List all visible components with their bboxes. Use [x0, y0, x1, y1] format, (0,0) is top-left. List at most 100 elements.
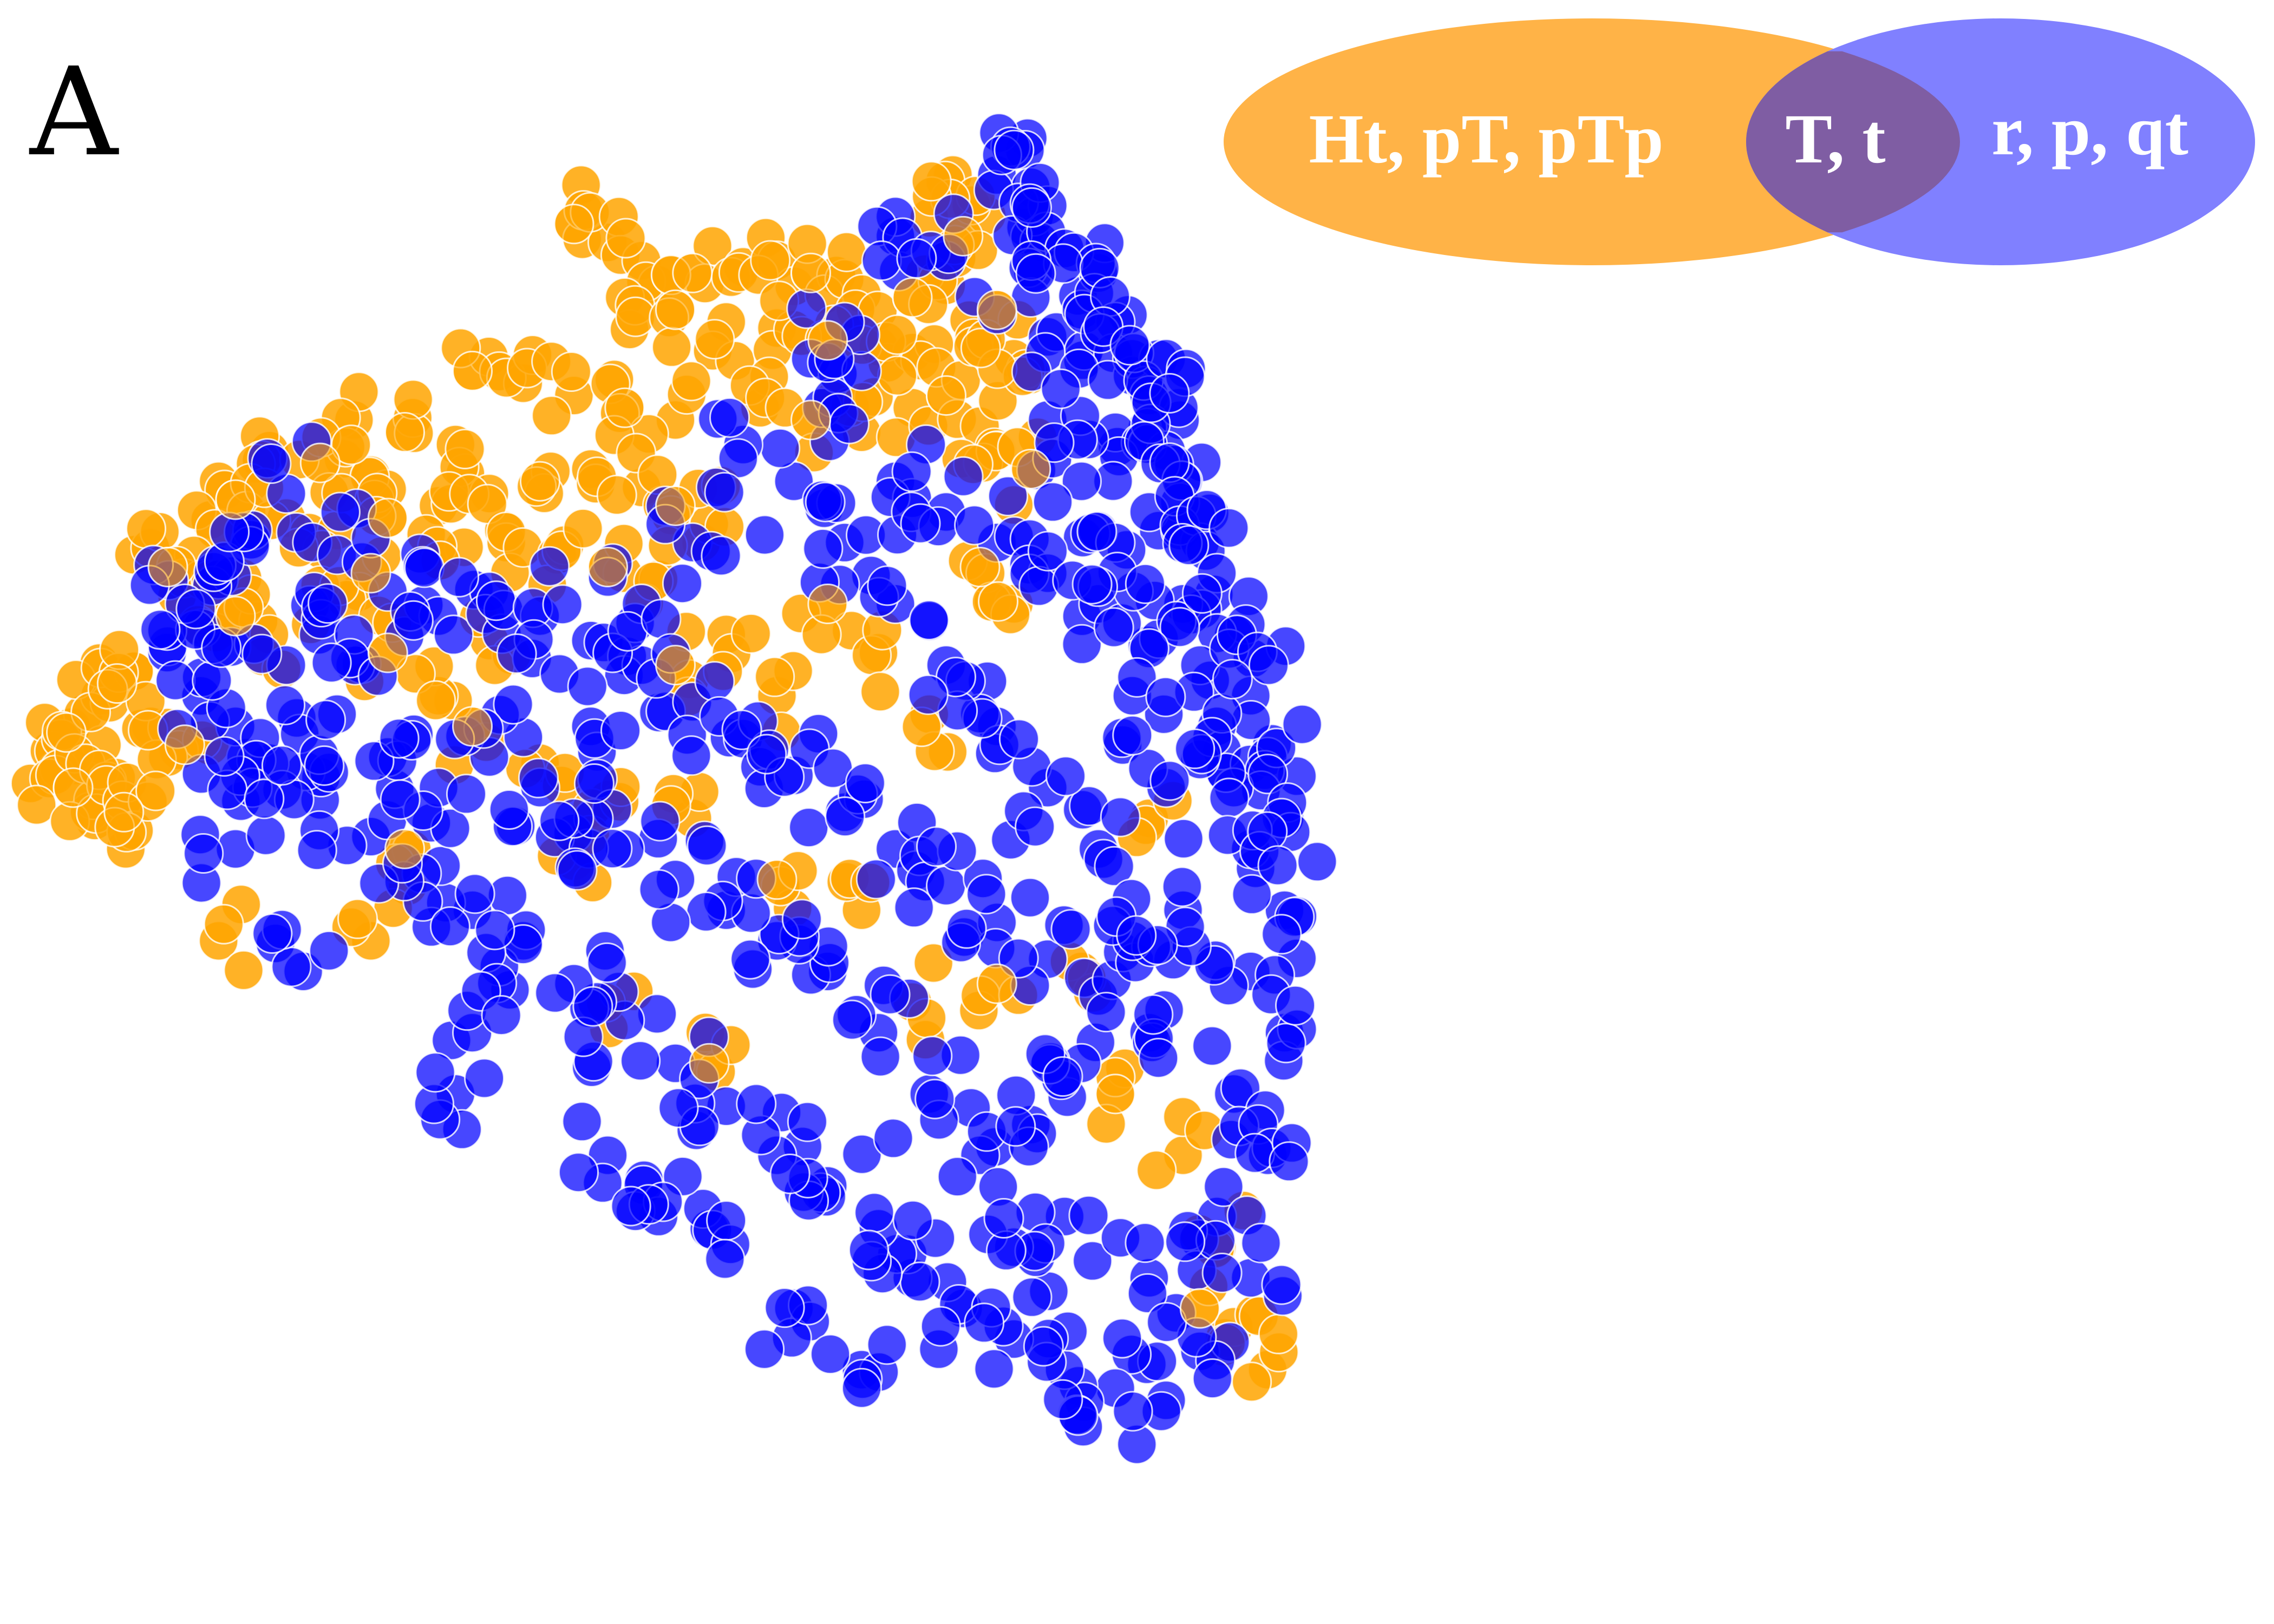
- blue-point-592: [900, 503, 941, 544]
- blue-point-425: [845, 763, 886, 803]
- blue-point-619: [1033, 481, 1073, 522]
- blue-point-148: [1247, 754, 1289, 795]
- blue-point-805: [1165, 1221, 1206, 1262]
- venn-left-label: Ht, pT, pTp: [1309, 100, 1663, 178]
- blue-point-723: [841, 1367, 882, 1409]
- blue-point-189: [1234, 1132, 1276, 1174]
- orange-front-point-8: [299, 442, 341, 483]
- blue-point-137: [1212, 659, 1253, 700]
- blue-point-382: [475, 580, 517, 621]
- orange-point-343: [415, 680, 456, 721]
- venn-legend: Ht, pT, pTp T, t r, p, qt: [1224, 18, 2255, 265]
- orange-front-point-23: [103, 791, 145, 833]
- orange-front-point-18: [147, 547, 188, 587]
- orange-front-point-2: [790, 252, 831, 293]
- blue-point-638: [1161, 866, 1203, 907]
- blue-point-761: [204, 736, 245, 777]
- blue-point-764: [415, 1052, 456, 1093]
- blue-point-728: [558, 1152, 599, 1193]
- orange-front-point-22: [53, 767, 94, 808]
- orange-point-322: [754, 656, 795, 697]
- orange-front-point-20: [46, 712, 87, 753]
- orange-front-point-19: [215, 595, 256, 637]
- blue-point-745: [309, 930, 350, 971]
- orange-point-166: [877, 355, 918, 396]
- blue-point-781: [1109, 325, 1151, 366]
- blue-point-202: [1261, 1264, 1302, 1305]
- orange-front-point-25: [452, 706, 493, 747]
- blue-series-points: [129, 113, 1338, 1465]
- blue-point-299: [474, 909, 515, 951]
- blue-point-567: [311, 642, 352, 683]
- blue-point-759: [244, 778, 285, 820]
- blue-point-29: [896, 238, 937, 279]
- blue-point-191: [1269, 1141, 1310, 1182]
- blue-point-466: [1100, 796, 1141, 837]
- blue-point-785: [1149, 373, 1190, 414]
- orange-point-71: [551, 351, 592, 392]
- blue-point-129: [1248, 645, 1289, 686]
- blue-point-760: [261, 745, 302, 786]
- orange-point-295: [203, 903, 244, 945]
- blue-point-747: [271, 946, 312, 987]
- blue-point-107: [1208, 507, 1250, 548]
- blue-point-514: [701, 535, 742, 577]
- blue-point-165: [1257, 845, 1298, 886]
- blue-point-485: [907, 674, 949, 715]
- orange-front-point-37: [976, 289, 1017, 330]
- blue-point-303: [429, 906, 471, 947]
- blue-point-665: [995, 1106, 1036, 1147]
- blue-point-563: [265, 684, 306, 725]
- blue-point-607: [1061, 624, 1102, 665]
- blue-point-179: [1275, 985, 1316, 1026]
- blue-point-527: [567, 666, 608, 707]
- orange-front-point-33: [1179, 1288, 1220, 1329]
- blue-point-670: [912, 1036, 953, 1077]
- orange-front-point-17: [350, 553, 391, 594]
- blue-point-622: [1034, 422, 1075, 463]
- orange-front-point-7: [384, 412, 425, 453]
- orange-front-point-15: [1010, 449, 1051, 489]
- blue-point-671: [914, 1078, 956, 1119]
- orange-point-215: [126, 508, 167, 549]
- blue-point-23: [861, 240, 902, 281]
- blue-point-249: [854, 1192, 895, 1233]
- blue-point-151: [1297, 841, 1338, 882]
- blue-point-275: [658, 1088, 699, 1129]
- blue-point-632: [1149, 760, 1191, 801]
- blue-point-724: [866, 1324, 907, 1365]
- blue-point-713: [557, 850, 598, 891]
- blue-point-647: [1116, 915, 1157, 956]
- blue-point-550: [378, 718, 420, 759]
- blue-point-557: [304, 745, 345, 786]
- blue-point-221: [1112, 1391, 1153, 1432]
- blue-point-491: [867, 565, 908, 606]
- orange-front-point-38: [892, 277, 933, 318]
- blue-point-407: [671, 735, 712, 776]
- blue-point-618: [1061, 461, 1102, 502]
- orange-front-point-1: [672, 252, 713, 293]
- blue-point-193: [1203, 1166, 1244, 1207]
- blue-point-741: [245, 815, 286, 856]
- blue-point-443: [946, 908, 987, 949]
- orange-front-point-10: [367, 497, 408, 539]
- blue-point-460: [1138, 1038, 1179, 1079]
- orange-point-370: [913, 942, 954, 984]
- blue-point-419: [746, 734, 787, 775]
- blue-point-220: [1102, 1318, 1143, 1359]
- blue-point-773: [704, 1239, 746, 1280]
- blue-point-501: [805, 481, 846, 522]
- orange-point-455: [960, 328, 1001, 369]
- blue-point-377: [393, 600, 434, 641]
- blue-point-729: [561, 1101, 603, 1142]
- blue-point-673: [860, 1036, 901, 1077]
- orange-front-point-21: [96, 663, 138, 704]
- orange-point-103: [331, 424, 372, 466]
- blue-point-317: [296, 830, 337, 871]
- blue-point-119: [1181, 573, 1223, 614]
- blue-point-593: [943, 456, 984, 497]
- blue-point-800: [1011, 1276, 1053, 1318]
- orange-front-point-5: [452, 350, 493, 391]
- orange-point-11: [605, 218, 646, 259]
- blue-point-285: [534, 972, 576, 1013]
